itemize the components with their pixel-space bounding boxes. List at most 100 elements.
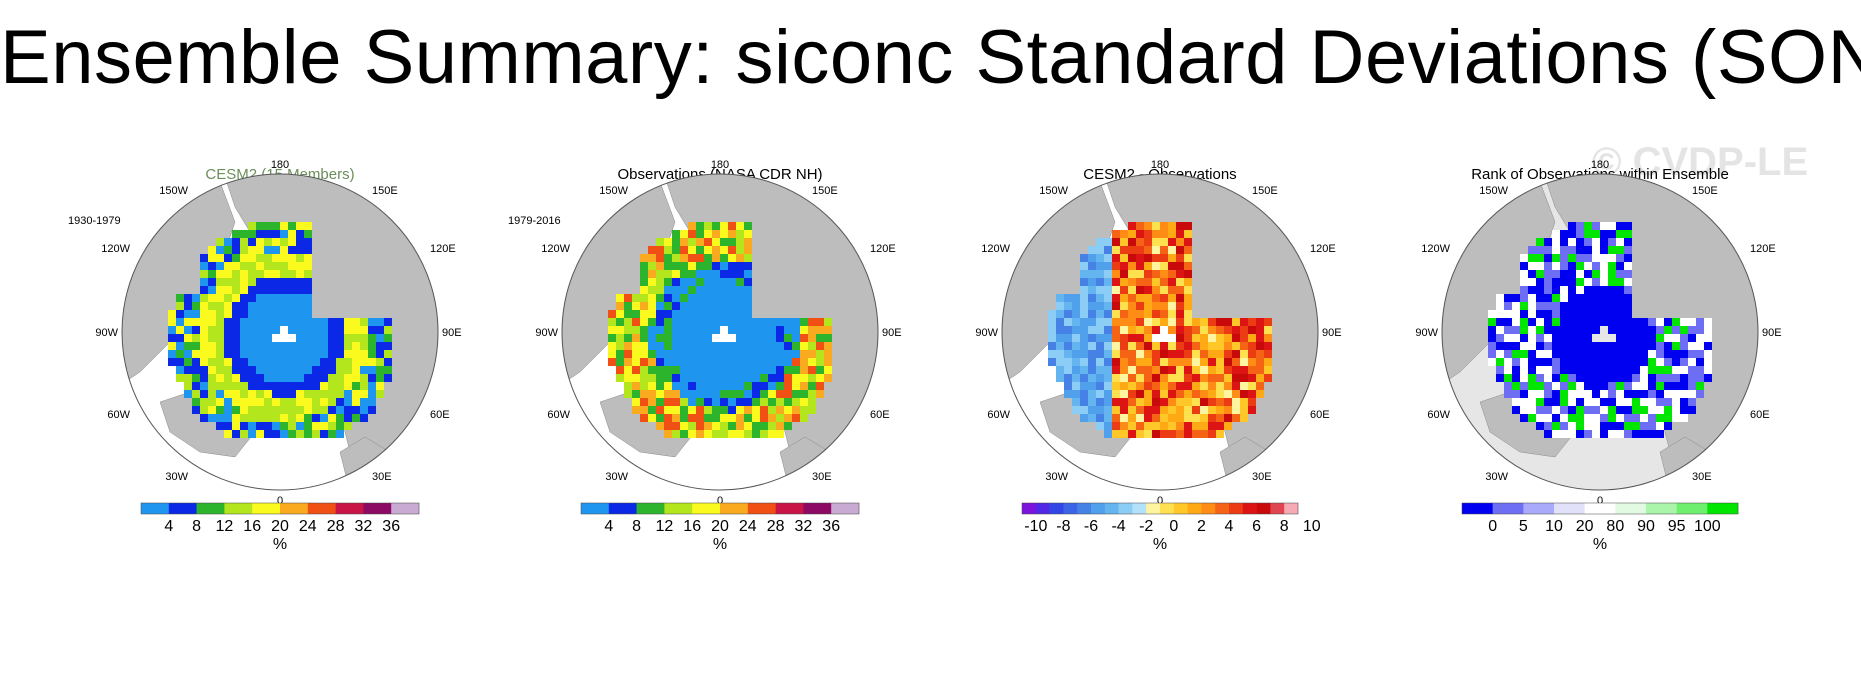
data-cell (1608, 286, 1616, 294)
data-cell (672, 390, 680, 398)
data-cell (384, 334, 392, 342)
colorbar-swatch (1615, 503, 1647, 514)
data-cell (224, 374, 232, 382)
data-cell (1088, 246, 1096, 254)
data-cell (672, 294, 680, 302)
data-cell (1600, 414, 1608, 422)
data-cell (800, 326, 808, 334)
data-cell (248, 254, 256, 262)
data-cell (224, 326, 232, 334)
data-cell (1144, 374, 1152, 382)
data-cell (1176, 398, 1184, 406)
data-cell (1624, 406, 1632, 414)
data-cell (648, 278, 656, 286)
data-cell (704, 286, 712, 294)
data-cell (352, 326, 360, 334)
data-cell (1600, 262, 1608, 270)
data-cell (1216, 366, 1224, 374)
data-cell (240, 310, 248, 318)
data-cell (1048, 350, 1056, 358)
data-cell (696, 374, 704, 382)
data-cell (1536, 382, 1544, 390)
data-cell (1256, 334, 1264, 342)
data-cell (648, 318, 656, 326)
colorbar-swatch (1049, 503, 1064, 514)
data-cell (1496, 350, 1504, 358)
data-cell (1520, 406, 1528, 414)
data-cell (1232, 390, 1240, 398)
data-cell (208, 246, 216, 254)
data-cell (344, 398, 352, 406)
data-cell (208, 286, 216, 294)
data-cell (776, 398, 784, 406)
data-cell (1088, 262, 1096, 270)
data-cell (728, 270, 736, 278)
data-cell (360, 334, 368, 342)
lon-label-0: 0 (717, 495, 723, 507)
data-cell (360, 318, 368, 326)
colorbar-swatch (1676, 503, 1708, 514)
colorbar-tick-label: 4 (604, 518, 613, 535)
data-cell (1512, 374, 1520, 382)
data-cell (336, 430, 344, 438)
data-cell (304, 230, 312, 238)
data-cell (728, 374, 736, 382)
data-cell (1616, 374, 1624, 382)
data-cell (728, 318, 736, 326)
data-cell (1560, 422, 1568, 430)
data-cell (296, 246, 304, 254)
data-cell (720, 366, 728, 374)
data-cell (1664, 334, 1672, 342)
data-cell (1592, 414, 1600, 422)
data-cell (704, 294, 712, 302)
map-panel-2: Observations (NASA CDR NH)1979-201618001… (500, 160, 940, 660)
data-cell (656, 318, 664, 326)
data-cell (1664, 374, 1672, 382)
data-cell (384, 374, 392, 382)
data-cell (1112, 262, 1120, 270)
data-cell (680, 246, 688, 254)
data-cell (640, 382, 648, 390)
data-cell (1160, 342, 1168, 350)
data-cell (1232, 358, 1240, 366)
lon-label-90e: 90E (882, 327, 902, 339)
data-cell (1664, 406, 1672, 414)
data-cell (720, 430, 728, 438)
data-cell (1176, 414, 1184, 422)
data-cell (1576, 414, 1584, 422)
data-cell (1496, 366, 1504, 374)
data-cell (1568, 350, 1576, 358)
data-cell (672, 374, 680, 382)
data-cell (1520, 366, 1528, 374)
data-cell (1168, 302, 1176, 310)
data-cell (720, 390, 728, 398)
data-cell (288, 430, 296, 438)
data-cell (696, 334, 704, 342)
data-cell (640, 254, 648, 262)
data-cell (1208, 366, 1216, 374)
data-cell (640, 278, 648, 286)
data-cell (1128, 406, 1136, 414)
data-cell (256, 358, 264, 366)
data-cell (1176, 302, 1184, 310)
data-cell (280, 294, 288, 302)
data-cell (1168, 294, 1176, 302)
data-cell (640, 334, 648, 342)
data-cell (1184, 318, 1192, 326)
data-cell (816, 366, 824, 374)
data-cell (1520, 398, 1528, 406)
data-cell (1192, 366, 1200, 374)
data-cell (328, 374, 336, 382)
data-cell (1096, 318, 1104, 326)
data-cell (776, 326, 784, 334)
data-cell (240, 302, 248, 310)
data-cell (1080, 382, 1088, 390)
data-cell (656, 302, 664, 310)
data-cell (1064, 310, 1072, 318)
data-cell (1056, 374, 1064, 382)
data-cell (336, 390, 344, 398)
data-cell (1136, 262, 1144, 270)
data-cell (1208, 422, 1216, 430)
data-cell (1136, 238, 1144, 246)
data-cell (1208, 414, 1216, 422)
